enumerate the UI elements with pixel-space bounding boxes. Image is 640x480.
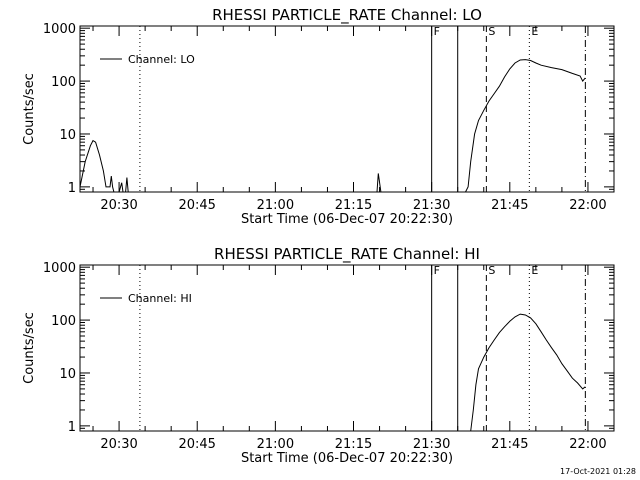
legend-label: Channel: HI [128, 292, 192, 305]
x-tick-label: 21:15 [335, 198, 372, 213]
x-tick-label: 21:15 [335, 437, 372, 452]
x-tick-label: 22:00 [569, 198, 606, 213]
x-tick-label: 21:00 [257, 198, 294, 213]
y-tick-label: 1000 [43, 261, 76, 276]
chart-title: RHESSI PARTICLE_RATE Channel: LO [212, 6, 482, 25]
x-tick-label: 21:30 [413, 198, 450, 213]
legend-label: Channel: LO [128, 53, 195, 66]
x-tick-label: 20:45 [178, 437, 215, 452]
series-line [79, 59, 586, 193]
annotation-label: F [434, 264, 440, 277]
panel-hi: RHESSI PARTICLE_RATE Channel: HI 1 10 100 10… [22, 245, 615, 466]
y-tick-label: 1 [68, 181, 76, 196]
x-tick-label: 20:30 [100, 437, 137, 452]
footer-timestamp: 17-Oct-2021 01:28 [560, 467, 636, 476]
y-axis-label: Counts/sec [22, 73, 37, 145]
y-tick-label: 10 [59, 367, 76, 382]
panel-lo: RHESSI PARTICLE_RATE Channel: LO 1 10 100 10… [22, 6, 615, 227]
y-tick-label: 1 [68, 420, 76, 435]
x-axis-label: Start Time (06-Dec-07 20:22:30) [241, 451, 453, 466]
annotation-label: S [488, 264, 495, 277]
x-tick-label: 21:45 [491, 437, 528, 452]
x-tick-label: 20:30 [100, 198, 137, 213]
y-tick-label: 100 [51, 314, 76, 329]
x-axis-label: Start Time (06-Dec-07 20:22:30) [241, 212, 453, 227]
x-tick-label: 20:45 [178, 198, 215, 213]
y-tick-label: 100 [51, 75, 76, 90]
annotation-label: S [488, 25, 495, 38]
annotation-label: E [531, 25, 538, 38]
x-tick-label: 22:00 [569, 437, 606, 452]
y-axis-label: Counts/sec [22, 312, 37, 384]
chart-title: RHESSI PARTICLE_RATE Channel: HI [214, 245, 480, 264]
y-tick-label: 10 [59, 128, 76, 143]
annotation-label: F [434, 25, 440, 38]
series-line [470, 313, 586, 432]
x-tick-label: 21:45 [491, 198, 528, 213]
annotation-label: E [531, 264, 538, 277]
x-tick-label: 21:30 [413, 437, 450, 452]
x-tick-label: 21:00 [257, 437, 294, 452]
y-tick-label: 1000 [43, 22, 76, 37]
